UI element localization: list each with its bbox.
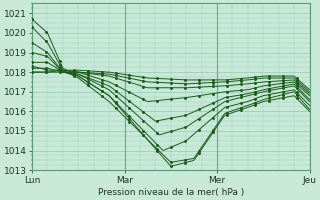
X-axis label: Pression niveau de la mer( hPa ): Pression niveau de la mer( hPa ) <box>98 188 244 197</box>
